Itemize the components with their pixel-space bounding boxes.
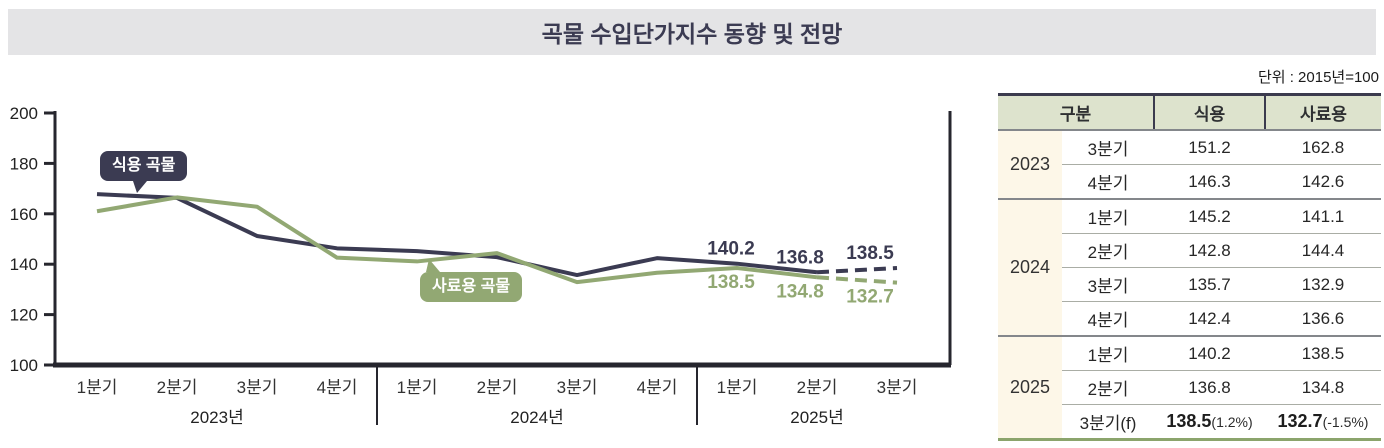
series-line-forecast-dashed — [816, 275, 898, 285]
x-quarter-label: 2분기 — [477, 378, 518, 397]
y-tick-label: 100 — [10, 356, 38, 375]
feed-value-cell: 144.4 — [1265, 233, 1381, 268]
x-quarter-label: 4분기 — [317, 378, 358, 397]
quarter-cell: 1분기 — [1062, 198, 1154, 234]
x-quarter-label: 1분기 — [397, 378, 438, 397]
table-row: 2025 1분기 140.2 138.5 — [998, 335, 1381, 440]
series-line-forecast-dashed — [816, 265, 898, 275]
data-point-label: 138.5 — [846, 243, 894, 264]
feed-value-cell: 132.7(-1.5%) — [1265, 404, 1381, 440]
x-year-label: 2023년 — [190, 408, 243, 427]
table-row: 2023 3분기 151.2 162.8 — [998, 129, 1381, 199]
feed-value-cell: 138.5 — [1265, 335, 1381, 371]
year-cell: 2024 — [998, 198, 1062, 336]
food-value-cell: 142.4 — [1154, 301, 1265, 336]
table-row: 2024 1분기 145.2 141.1 — [998, 198, 1381, 336]
data-point-label: 134.8 — [776, 281, 824, 302]
quarter-cell: 2분기 — [1062, 370, 1154, 405]
food-value-cell: 136.8 — [1154, 370, 1265, 405]
food-value-cell: 135.7 — [1154, 267, 1265, 302]
food-value-cell: 146.3 — [1154, 164, 1265, 199]
y-tick-label: 120 — [10, 306, 38, 325]
table-row: 4분기 146.3 142.6 — [998, 164, 1381, 199]
x-year-label: 2024년 — [510, 408, 563, 427]
data-point-label: 136.8 — [776, 247, 824, 268]
x-quarter-label: 1분기 — [717, 378, 758, 397]
x-quarter-label: 4분기 — [637, 378, 678, 397]
y-tick-label: 140 — [10, 255, 38, 274]
year-cell: 2023 — [998, 129, 1062, 199]
col-header-feed: 사료용 — [1264, 93, 1381, 131]
quarter-cell: 2분기 — [1062, 233, 1154, 268]
x-quarter-label: 3분기 — [557, 378, 598, 397]
y-tick-label: 180 — [10, 154, 38, 173]
col-header-group: 구분 — [998, 93, 1154, 131]
y-tick-label: 160 — [10, 205, 38, 224]
x-quarter-label: 2분기 — [157, 378, 198, 397]
table-row: 3분기 135.7 132.9 — [998, 267, 1381, 302]
unit-label: 단위 : 2015년=100 — [1257, 69, 1379, 86]
food-value-cell: 138.5(1.2%) — [1154, 404, 1265, 440]
food-grain-series-bubble: 식용 곡물 — [100, 151, 188, 193]
x-quarter-label: 3분기 — [877, 378, 918, 397]
table-row: 3분기(f) 138.5(1.2%) 132.7(-1.5%) — [998, 404, 1381, 440]
x-quarter-label: 2분기 — [797, 378, 838, 397]
quarter-cell: 1분기 — [1062, 335, 1154, 371]
food-value-cell: 145.2 — [1154, 198, 1265, 234]
x-quarter-label: 1분기 — [77, 378, 118, 397]
page-title: 곡물 수입단가지수 동향 및 전망 — [541, 21, 843, 47]
quarter-cell: 4분기 — [1062, 164, 1154, 199]
quarter-cell: 3분기(f) — [1062, 404, 1154, 440]
feed-value-cell: 134.8 — [1265, 370, 1381, 405]
feed-grain-series-label: 사료용 곡물 — [432, 278, 511, 295]
quarter-cell: 3분기 — [1062, 267, 1154, 302]
chart-canvas: 100 120 140 160 180 200 1분기 2분기 3분기 4분기 2023년 1분기 2분… — [10, 104, 952, 427]
grain-import-index-line-chart: 100 120 140 160 180 200 1분기 2분기 3분기 4분기 2023년 1분기 2분… — [0, 90, 960, 448]
index-table-area: 단위 : 2015년=100 구분 식용 사료용 2023 3분기 151.2 162… — [998, 66, 1381, 441]
quarter-cell: 3분기 — [1062, 129, 1154, 165]
title-bar: 곡물 수입단가지수 동향 및 전망 — [8, 9, 1376, 55]
feed-value-cell: 142.6 — [1265, 164, 1381, 199]
feed-value-cell: 136.6 — [1265, 301, 1381, 336]
y-tick-label: 200 — [10, 104, 38, 123]
table-row: 4분기 142.4 136.6 — [998, 301, 1381, 336]
col-header-food: 식용 — [1153, 93, 1265, 131]
series-line-solid — [96, 192, 818, 278]
table-header-row: 구분 식용 사료용 — [998, 93, 1381, 131]
food-value-cell: 142.8 — [1154, 233, 1265, 268]
data-point-label: 138.5 — [707, 272, 755, 293]
x-year-label: 2025년 — [790, 408, 843, 427]
food-value-cell: 140.2 — [1154, 335, 1265, 371]
food-grain-series-label: 식용 곡물 — [112, 157, 176, 174]
food-value-cell: 151.2 — [1154, 129, 1265, 165]
feed-value-cell: 132.9 — [1265, 267, 1381, 302]
data-point-label: 140.2 — [707, 239, 755, 260]
series-line-solid — [96, 195, 818, 285]
feed-value-cell: 141.1 — [1265, 198, 1381, 234]
data-point-label: 132.7 — [846, 287, 894, 308]
feed-grain-series-bubble: 사료용 곡물 — [420, 259, 523, 302]
index-table: 구분 식용 사료용 2023 3분기 151.2 162.8 4분기 146.3 142.6… — [998, 93, 1381, 441]
x-quarter-label: 3분기 — [237, 378, 278, 397]
table-row: 2분기 136.8 134.8 — [998, 370, 1381, 405]
feed-value-cell: 162.8 — [1265, 129, 1381, 165]
year-cell: 2025 — [998, 335, 1062, 440]
quarter-cell: 4분기 — [1062, 301, 1154, 336]
table-row: 2분기 142.8 144.4 — [998, 233, 1381, 268]
